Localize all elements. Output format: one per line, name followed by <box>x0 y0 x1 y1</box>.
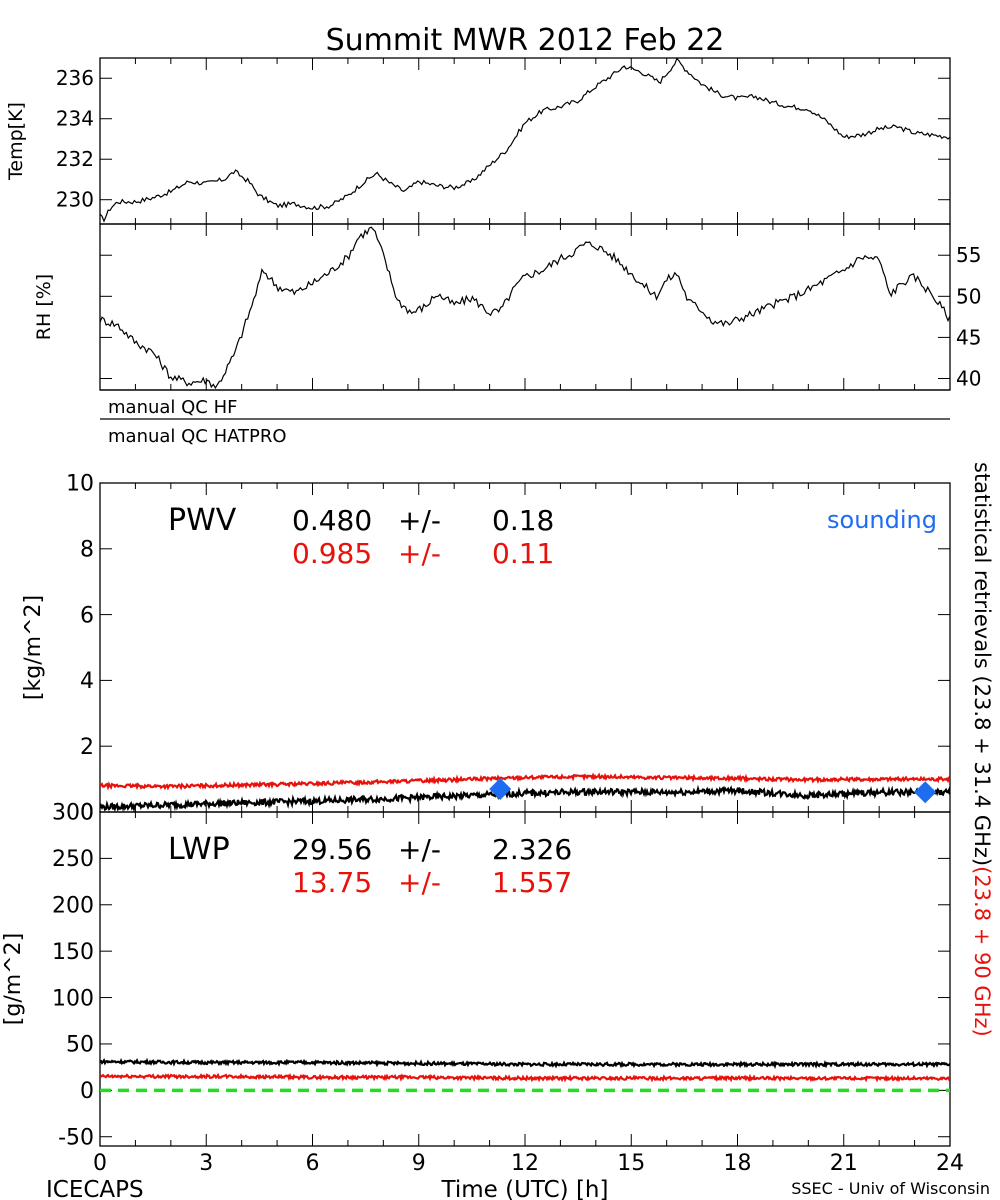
y-tick-label: 200 <box>52 893 94 918</box>
y-axis-label: RH [%] <box>33 274 55 340</box>
y-tick-label: 6 <box>80 603 94 628</box>
y-tick-label: 10 <box>66 472 94 497</box>
rh-panel: 40 45 50 55 RH [%] <box>33 223 981 391</box>
stat-pm: +/- <box>398 504 441 537</box>
y-tick-label: 300 <box>52 801 94 826</box>
y-axis-label: [g/m^2] <box>1 933 26 1025</box>
stat-sd: 1.557 <box>492 866 572 899</box>
panel-label: LWP <box>168 832 230 867</box>
series-line <box>100 1072 950 1083</box>
right-label-red: (23.8 + 90 GHz) <box>970 866 994 1037</box>
x-axis-label: Time (UTC) [h] <box>441 1177 609 1200</box>
y-tick-label: 4 <box>80 669 94 694</box>
x-tick-label: 18 <box>724 1151 752 1176</box>
y-tick-label: 55 <box>956 243 981 267</box>
stat-pm: +/- <box>398 833 441 866</box>
x-tick-label: 24 <box>936 1151 964 1176</box>
chart-title: Summit MWR 2012 Feb 22 <box>326 23 725 58</box>
sounding-legend: sounding <box>827 506 937 534</box>
sounding-marker <box>914 781 937 804</box>
right-vertical-label: statistical retrievals (23.8 + 31.4 GHz)… <box>970 462 994 1037</box>
y-tick-label: 2 <box>80 735 94 760</box>
y-tick-label: 40 <box>956 366 981 390</box>
y-tick-label: 0 <box>80 801 94 826</box>
y-tick-label: 230 <box>56 188 94 212</box>
x-tick-label: 21 <box>830 1151 858 1176</box>
stat-pm: +/- <box>398 537 441 570</box>
pwv-panel: 0 2 4 6 8 10 [kg/m^2] PWV 0.480 +/- 0.18 0.985 +/- 0.… <box>21 472 951 826</box>
qc-label-hatpro: manual QC HATPRO <box>108 426 287 447</box>
stat-mean: 0.480 <box>292 504 372 537</box>
y-tick-label: 236 <box>56 66 94 90</box>
x-tick-label: 6 <box>306 1151 320 1176</box>
footer-right: SSEC - Univ of Wisconsin <box>791 1179 990 1198</box>
y-tick-label: 45 <box>956 325 981 349</box>
y-tick-label: 8 <box>80 538 94 563</box>
x-tick-label: 9 <box>412 1151 426 1176</box>
footer-left: ICECAPS <box>46 1177 144 1200</box>
y-tick-label: 150 <box>52 940 94 965</box>
plot-frame <box>99 57 951 225</box>
sounding-marker <box>489 777 512 800</box>
y-tick-label: 50 <box>956 284 981 308</box>
y-tick-label: 0 <box>80 1079 94 1104</box>
y-tick-label: 232 <box>56 147 94 171</box>
y-axis-label: [kg/m^2] <box>21 595 46 700</box>
stat-mean: 0.985 <box>292 537 372 570</box>
stat-sd: 0.18 <box>492 504 554 537</box>
y-tick-label: 50 <box>66 1033 94 1058</box>
series-line <box>100 1057 950 1070</box>
panel-label: PWV <box>168 503 237 538</box>
stat-mean: 29.56 <box>292 833 372 866</box>
x-tick-label: 0 <box>93 1151 107 1176</box>
stat-sd: 2.326 <box>492 833 572 866</box>
x-tick-label: 3 <box>199 1151 213 1176</box>
series-line <box>100 226 950 390</box>
y-axis-label: Temp[K] <box>5 102 27 181</box>
right-label-black: statistical retrievals (23.8 + 31.4 GHz) <box>970 462 994 866</box>
y-tick-label: 100 <box>52 986 94 1011</box>
stat-mean: 13.75 <box>292 866 372 899</box>
y-tick-label: 234 <box>56 107 94 131</box>
y-tick-label: -50 <box>58 1125 94 1150</box>
x-tick-label: 12 <box>511 1151 539 1176</box>
series-line <box>100 784 950 812</box>
series-line <box>100 58 950 223</box>
stat-sd: 0.11 <box>492 537 554 570</box>
series-line <box>100 772 950 791</box>
stat-pm: +/- <box>398 866 441 899</box>
x-tick-label: 15 <box>617 1151 645 1176</box>
y-tick-label: 250 <box>52 847 94 872</box>
temperature-panel: 230 232 234 236 Temp[K] <box>5 57 951 225</box>
qc-label-hf: manual QC HF <box>108 397 237 418</box>
